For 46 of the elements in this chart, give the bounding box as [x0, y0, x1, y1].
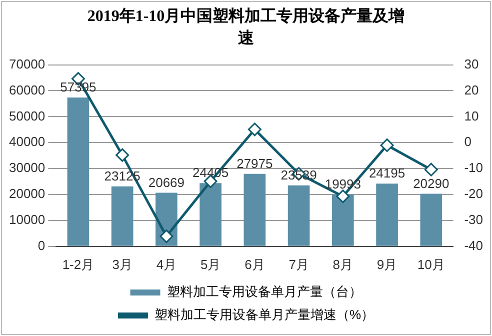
data-label: 27975	[236, 156, 273, 171]
bar	[67, 98, 90, 246]
x-tick-label: 3月	[112, 256, 132, 272]
y-tick-label: 10000	[8, 212, 46, 228]
y-tick-label: 30000	[8, 160, 46, 176]
legend-label: 塑料加工专用设备单月产量（台）	[166, 284, 362, 300]
x-tick-label: 5月	[200, 256, 221, 272]
y2-tick-label: 10	[464, 108, 479, 124]
x-tick-label: 4月	[156, 256, 177, 272]
data-label: 20669	[148, 174, 185, 190]
legend-label: 塑料加工专用设备单月产量增速（%）	[154, 307, 374, 322]
point	[424, 162, 438, 176]
x-tick-label: 7月	[288, 256, 309, 272]
bar	[200, 183, 222, 246]
bar	[376, 184, 398, 246]
bar	[288, 185, 310, 246]
x-tick-label: 6月	[244, 256, 265, 272]
point	[380, 138, 394, 152]
y2-tick-label: -10	[464, 160, 484, 176]
data-label: 24195	[368, 166, 406, 181]
y2-tick-label: 20	[464, 82, 479, 98]
y2-tick-label: -20	[464, 186, 484, 202]
data-label: 20290	[413, 176, 450, 191]
y-tick-label: 0	[38, 238, 46, 253]
x-tick-label: 9月	[376, 256, 398, 272]
y-tick-label: 40000	[8, 134, 46, 150]
y-tick-label: 50000	[8, 108, 46, 124]
y2-tick-label: -40	[464, 238, 484, 253]
y2-tick-label: 30	[464, 56, 479, 72]
y2-tick-label: 0	[464, 134, 472, 150]
x-tick-label: 10月	[417, 256, 445, 272]
x-tick-label: 8月	[332, 256, 354, 272]
chart-title: 2019年1-10月中国塑料加工专用设备产量及增速	[86, 6, 406, 49]
bar	[332, 194, 354, 246]
y-tick-label: 70000	[8, 56, 46, 72]
y2-tick-label: -30	[464, 212, 484, 228]
bar	[244, 174, 266, 246]
bar	[111, 186, 134, 246]
point	[160, 230, 174, 244]
bar	[420, 194, 442, 246]
x-tick-label: 1-2月	[62, 256, 94, 272]
y-tick-label: 20000	[8, 186, 46, 202]
point	[116, 148, 130, 162]
y-tick-label: 60000	[8, 82, 46, 98]
point	[248, 122, 262, 136]
point	[336, 190, 350, 204]
